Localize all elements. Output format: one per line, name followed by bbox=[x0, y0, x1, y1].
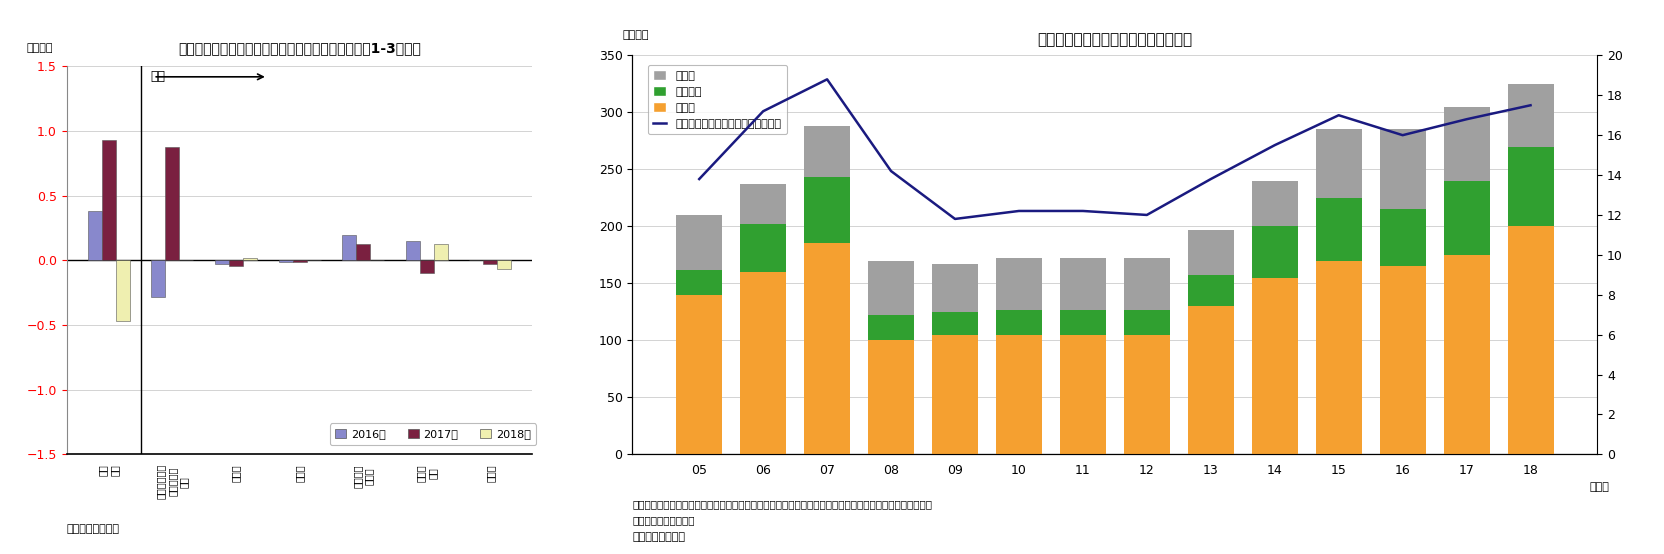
個人金融資産に占める割合（右軸） bbox=[1201, 176, 1221, 182]
個人金融資産に占める割合（右軸） bbox=[880, 168, 900, 175]
Text: （注）株式等、投資信託、外貨預金、対外証券投資、信託受益権、企業型確定拠出年金内の株式等、投資信: （注）株式等、投資信託、外貨預金、対外証券投資、信託受益権、企業型確定拠出年金内… bbox=[632, 499, 932, 509]
Bar bbox=[278, 260, 293, 261]
Text: （資料）日本銀行: （資料）日本銀行 bbox=[632, 532, 686, 542]
Bar bbox=[676, 295, 722, 454]
Bar bbox=[1508, 147, 1554, 227]
Bar bbox=[1379, 130, 1426, 209]
Bar bbox=[243, 258, 256, 260]
Bar bbox=[1123, 335, 1170, 454]
Bar bbox=[293, 260, 306, 261]
Text: 内訳: 内訳 bbox=[150, 70, 165, 83]
Bar bbox=[997, 310, 1042, 335]
Bar bbox=[740, 224, 785, 272]
Bar bbox=[1188, 230, 1233, 275]
Bar bbox=[116, 260, 130, 321]
Bar bbox=[1379, 266, 1426, 454]
Bar bbox=[1444, 181, 1489, 255]
個人金融資産に占める割合（右軸） bbox=[1137, 212, 1156, 218]
Title: （図表９）リスク性資産の残高と割合: （図表９）リスク性資産の残高と割合 bbox=[1037, 32, 1193, 47]
個人金融資産に占める割合（右軸） bbox=[817, 76, 837, 83]
Legend: 2016年, 2017年, 2018年: 2016年, 2017年, 2018年 bbox=[329, 423, 536, 445]
Line: 個人金融資産に占める割合（右軸）: 個人金融資産に占める割合（右軸） bbox=[699, 79, 1531, 219]
Bar bbox=[1508, 84, 1554, 147]
Bar bbox=[406, 241, 419, 260]
Bar bbox=[1251, 227, 1298, 278]
Text: 託を対象とした: 託を対象とした bbox=[632, 516, 696, 526]
個人金融資産に占める割合（右軸） bbox=[1521, 102, 1541, 109]
Legend: その他, 投資信託, 株式等, 個人金融資産に占める割合（右軸）: その他, 投資信託, 株式等, 個人金融資産に占める割合（右軸） bbox=[647, 65, 787, 135]
Bar bbox=[997, 335, 1042, 454]
Text: （兆円）: （兆円） bbox=[622, 30, 649, 40]
Bar bbox=[997, 258, 1042, 310]
Bar bbox=[215, 260, 230, 264]
Bar bbox=[932, 312, 978, 335]
Bar bbox=[165, 147, 180, 260]
Bar bbox=[1251, 181, 1298, 227]
個人金融資産に占める割合（右軸） bbox=[1456, 116, 1476, 122]
個人金融資産に占める割合（右軸） bbox=[1008, 208, 1028, 214]
Bar bbox=[869, 340, 914, 454]
Bar bbox=[88, 211, 102, 260]
Bar bbox=[1444, 255, 1489, 454]
Bar bbox=[151, 260, 165, 296]
個人金融資産に占める割合（右軸） bbox=[754, 108, 774, 115]
Bar bbox=[740, 272, 785, 454]
Bar bbox=[869, 315, 914, 340]
Bar bbox=[483, 260, 498, 264]
個人金融資産に占める割合（右軸） bbox=[689, 176, 709, 182]
Text: （資料）日本銀行: （資料）日本銀行 bbox=[67, 524, 120, 534]
Bar bbox=[1316, 130, 1361, 198]
Bar bbox=[1188, 275, 1233, 306]
Bar bbox=[230, 260, 243, 265]
Bar bbox=[343, 234, 356, 260]
Bar bbox=[356, 244, 369, 260]
Bar bbox=[1379, 209, 1426, 266]
Bar bbox=[1060, 335, 1107, 454]
Bar bbox=[1060, 258, 1107, 310]
個人金融資産に占める割合（右軸） bbox=[1073, 208, 1093, 214]
Bar bbox=[676, 270, 722, 295]
Bar bbox=[804, 126, 850, 177]
Bar bbox=[1123, 258, 1170, 310]
Bar bbox=[1508, 227, 1554, 454]
個人金融資産に占める割合（右軸） bbox=[1393, 132, 1413, 138]
Bar bbox=[498, 260, 511, 269]
個人金融資産に占める割合（右軸） bbox=[1265, 142, 1285, 148]
Bar bbox=[419, 260, 434, 273]
個人金融資産に占める割合（右軸） bbox=[945, 216, 965, 222]
Bar bbox=[1251, 278, 1298, 454]
Bar bbox=[434, 244, 448, 260]
Text: （年）: （年） bbox=[1589, 483, 1609, 493]
Bar bbox=[1188, 306, 1233, 454]
Bar bbox=[740, 184, 785, 224]
Bar bbox=[1123, 310, 1170, 335]
個人金融資産に占める割合（右軸） bbox=[1330, 112, 1350, 119]
Bar bbox=[1316, 260, 1361, 454]
Bar bbox=[102, 140, 116, 260]
Bar bbox=[1060, 310, 1107, 335]
Bar bbox=[676, 215, 722, 270]
Text: （図表８）株式・出資金・投信除く証券のフロー（1-3月期）: （図表８）株式・出資金・投信除く証券のフロー（1-3月期） bbox=[178, 42, 421, 55]
Bar bbox=[1316, 198, 1361, 260]
Bar bbox=[932, 335, 978, 454]
Text: （兆円）: （兆円） bbox=[27, 43, 53, 53]
Bar bbox=[1444, 107, 1489, 181]
Bar bbox=[869, 260, 914, 315]
Bar bbox=[804, 177, 850, 243]
Bar bbox=[804, 243, 850, 454]
Bar bbox=[932, 264, 978, 312]
